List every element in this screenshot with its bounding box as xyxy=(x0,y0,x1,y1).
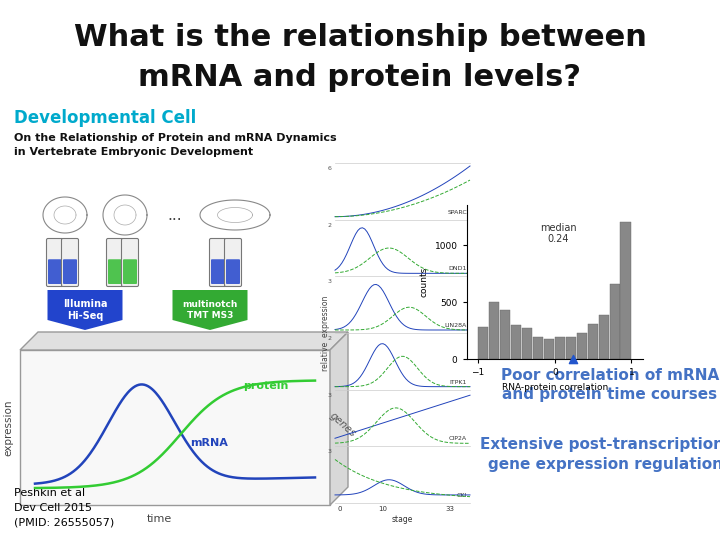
Text: mRNA: mRNA xyxy=(191,438,228,448)
Text: multinotch
TMT MS3: multinotch TMT MS3 xyxy=(182,300,238,320)
FancyBboxPatch shape xyxy=(123,259,137,284)
Text: 3: 3 xyxy=(328,279,332,285)
Text: Poor correlation of mRNA: Poor correlation of mRNA xyxy=(501,368,719,382)
FancyBboxPatch shape xyxy=(108,259,122,284)
Bar xyxy=(566,337,576,359)
FancyBboxPatch shape xyxy=(122,239,138,287)
Text: CIP2A: CIP2A xyxy=(449,436,467,441)
Text: Peshkin et al
Dev Cell 2015
(PMID: 26555057): Peshkin et al Dev Cell 2015 (PMID: 26555… xyxy=(14,488,114,528)
Text: 0: 0 xyxy=(338,506,342,512)
Bar xyxy=(588,324,598,359)
Bar xyxy=(511,325,521,359)
Text: Extensive post-transcriptional: Extensive post-transcriptional xyxy=(480,437,720,453)
Text: gene expression regulation?: gene expression regulation? xyxy=(488,457,720,472)
Text: stage: stage xyxy=(392,515,413,524)
Bar xyxy=(577,333,587,359)
Text: relative  expression: relative expression xyxy=(320,295,330,370)
Text: ...: ... xyxy=(168,207,182,222)
Bar xyxy=(478,327,488,359)
Bar xyxy=(500,310,510,359)
Bar xyxy=(554,337,565,359)
Text: median
0.24: median 0.24 xyxy=(540,222,577,244)
Polygon shape xyxy=(20,332,348,350)
Bar xyxy=(610,284,620,359)
Bar xyxy=(489,302,499,359)
FancyBboxPatch shape xyxy=(61,239,78,287)
Text: ITPK1: ITPK1 xyxy=(449,380,467,384)
Text: expression: expression xyxy=(3,399,13,456)
FancyBboxPatch shape xyxy=(20,350,330,505)
Bar xyxy=(533,338,543,359)
Text: 2: 2 xyxy=(328,336,332,341)
FancyBboxPatch shape xyxy=(210,239,227,287)
Text: On the Relationship of Protein and mRNA Dynamics: On the Relationship of Protein and mRNA … xyxy=(14,133,337,143)
FancyBboxPatch shape xyxy=(226,259,240,284)
Text: 10: 10 xyxy=(378,506,387,512)
Y-axis label: counts: counts xyxy=(420,267,429,298)
Text: Illumina
Hi-Seq: Illumina Hi-Seq xyxy=(63,299,107,321)
FancyBboxPatch shape xyxy=(47,239,63,287)
Bar xyxy=(544,339,554,359)
Bar xyxy=(598,315,608,359)
Text: 2: 2 xyxy=(328,222,332,228)
Point xyxy=(567,355,579,363)
Polygon shape xyxy=(173,290,248,330)
FancyBboxPatch shape xyxy=(48,259,62,284)
Text: 33: 33 xyxy=(445,506,454,512)
Text: in Vertebrate Embryonic Development: in Vertebrate Embryonic Development xyxy=(14,147,253,157)
Text: Developmental Cell: Developmental Cell xyxy=(14,109,197,127)
Text: mRNA and protein levels?: mRNA and protein levels? xyxy=(138,64,582,92)
Bar xyxy=(621,222,631,359)
Text: LIN28A: LIN28A xyxy=(445,323,467,328)
Polygon shape xyxy=(330,332,348,505)
Bar xyxy=(522,328,532,359)
FancyBboxPatch shape xyxy=(225,239,241,287)
Text: SPARC: SPARC xyxy=(447,210,467,215)
Text: What is the relationship between: What is the relationship between xyxy=(73,24,647,52)
FancyBboxPatch shape xyxy=(211,259,225,284)
Polygon shape xyxy=(48,290,122,330)
X-axis label: RNA-protein correlation: RNA-protein correlation xyxy=(502,383,608,391)
FancyBboxPatch shape xyxy=(63,259,77,284)
Text: CKI: CKI xyxy=(456,493,467,498)
Text: 6: 6 xyxy=(328,166,332,171)
Text: DND1: DND1 xyxy=(449,266,467,271)
Text: 3: 3 xyxy=(328,393,332,397)
Text: protein: protein xyxy=(243,381,289,391)
Text: and protein time courses: and protein time courses xyxy=(503,388,718,402)
Text: time: time xyxy=(147,514,172,524)
Text: 3: 3 xyxy=(328,449,332,454)
FancyBboxPatch shape xyxy=(107,239,124,287)
Text: genes: genes xyxy=(328,411,358,439)
